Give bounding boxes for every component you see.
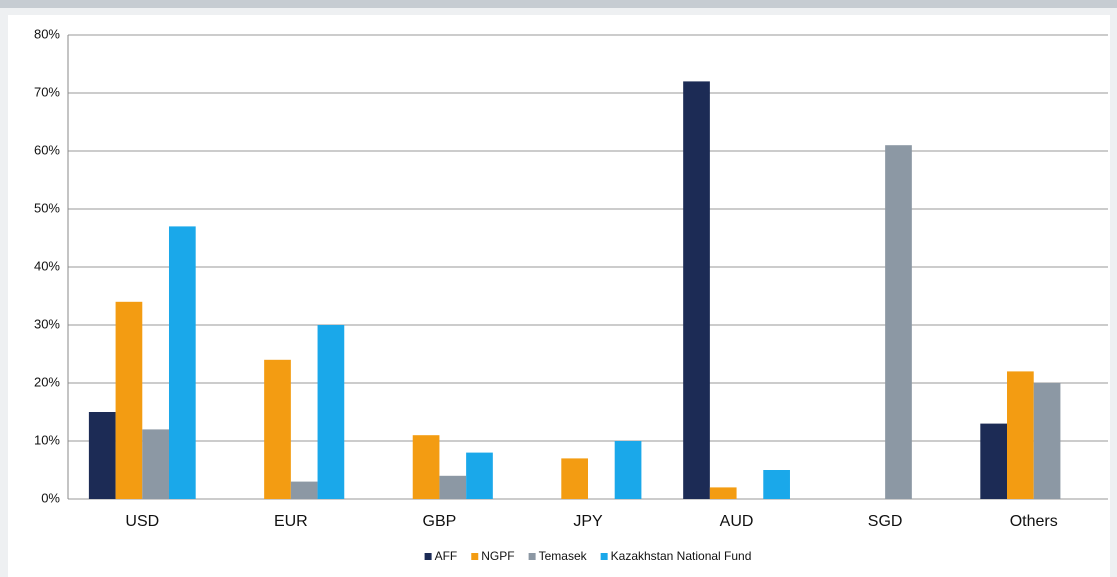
bar: [1007, 371, 1034, 499]
y-tick-label: 0%: [41, 490, 60, 505]
legend-label: NGPF: [481, 549, 514, 563]
legend-swatch: [528, 553, 536, 560]
bar: [88, 412, 116, 499]
bar: [466, 452, 493, 499]
y-tick-label: 20%: [34, 374, 60, 389]
legend-swatch: [424, 553, 432, 560]
x-tick-label: Others: [1010, 513, 1058, 530]
y-tick-label: 70%: [34, 84, 60, 99]
bar: [763, 470, 790, 499]
x-tick-label: USD: [125, 513, 159, 530]
bar: [317, 325, 345, 499]
legend-swatch: [600, 553, 608, 560]
bar: [683, 81, 710, 500]
x-tick-label: EUR: [274, 513, 308, 530]
x-tick-label: AUD: [720, 513, 754, 530]
bar: [264, 359, 291, 499]
y-tick-label: 10%: [34, 432, 60, 447]
y-tick-label: 80%: [34, 26, 60, 41]
legend-label: AFF: [435, 549, 458, 563]
bar: [142, 429, 169, 499]
legend-label: Temasek: [539, 549, 588, 563]
bar: [115, 301, 143, 499]
y-tick-label: 30%: [34, 316, 60, 331]
legend-swatch: [471, 553, 479, 560]
bar: [168, 226, 196, 499]
y-tick-label: 60%: [34, 142, 60, 157]
bar: [709, 487, 737, 499]
bar: [885, 145, 912, 499]
top-band: [0, 0, 1117, 8]
legend: AFF NGPF Temasek Kazakhstan National Fund: [424, 549, 752, 563]
bar: [439, 475, 467, 499]
y-tick-label: 50%: [34, 200, 60, 215]
bar: [980, 423, 1008, 499]
y-tick-label: 40%: [34, 258, 60, 273]
x-tick-label: GBP: [423, 513, 457, 530]
bar: [614, 441, 642, 499]
bar: [412, 435, 440, 499]
legend-label: Kazakhstan National Fund: [611, 549, 752, 563]
bar: [561, 458, 588, 499]
x-tick-label: JPY: [573, 513, 603, 530]
x-tick-label: SGD: [868, 513, 903, 530]
bar: [1033, 383, 1061, 499]
bar: [290, 481, 318, 499]
